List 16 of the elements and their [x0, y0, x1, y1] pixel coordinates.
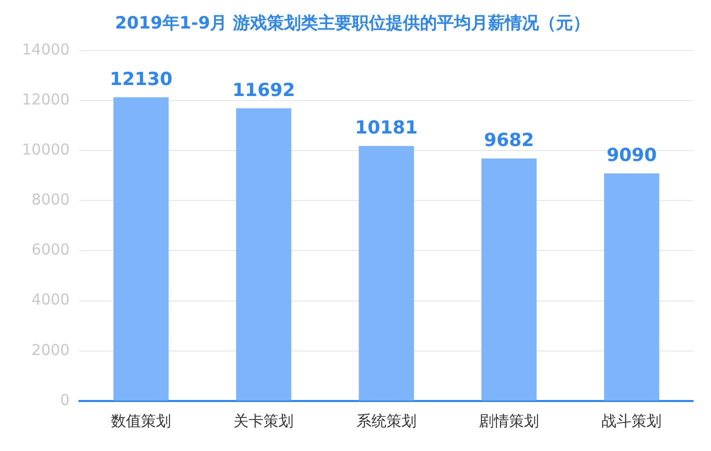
bar	[236, 108, 292, 400]
chart-title: 2019年1-9月 游戏策划类主要职位提供的平均月薪情况（元）	[115, 14, 590, 34]
x-tick-label: 关卡策划	[234, 412, 294, 430]
bar	[481, 158, 537, 400]
x-tick-label: 剧情策划	[479, 412, 540, 430]
data-label: 10181	[355, 118, 418, 139]
bar	[113, 97, 169, 400]
bar	[604, 173, 660, 400]
data-label: 11692	[232, 80, 296, 101]
data-label: 9090	[606, 145, 657, 166]
x-tick-label: 战斗策划	[602, 412, 662, 430]
data-label: 12130	[110, 68, 172, 90]
x-tick-label: 数值策划	[111, 412, 172, 430]
bar	[358, 146, 414, 400]
data-label: 9682	[484, 130, 534, 152]
x-tick-label: 系统策划	[356, 412, 416, 430]
